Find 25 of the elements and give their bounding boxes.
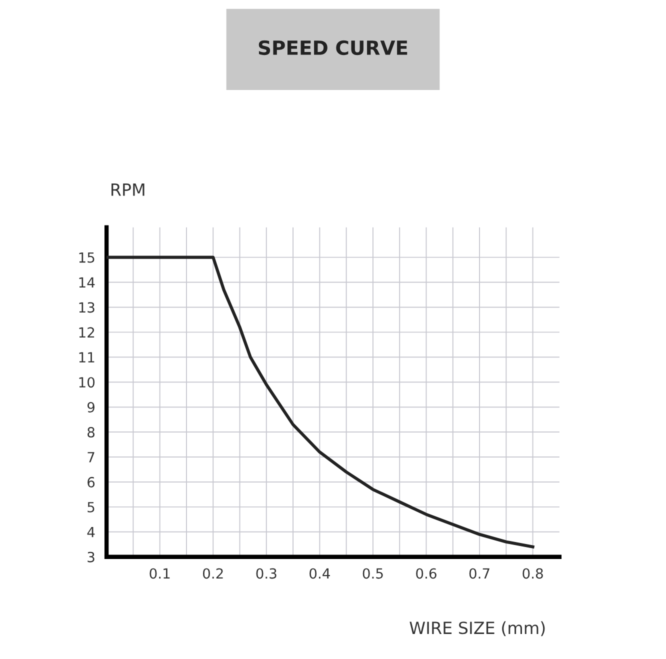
chart-title: SPEED CURVE	[258, 40, 408, 56]
y-tick-label: 13	[79, 302, 94, 313]
x-tick-label: 0.1	[150, 568, 170, 579]
y-axis-title: RPM	[112, 184, 144, 196]
x-axis-title: WIRE SIZE (mm)	[410, 621, 545, 636]
y-tick-label: 4	[87, 527, 95, 538]
y-tick-label: 6	[88, 476, 95, 488]
y-tick-label: 14	[79, 277, 95, 288]
x-tick-label: 0.8	[522, 568, 543, 579]
line-series	[106, 256, 534, 548]
y-tick-label: 3	[88, 552, 94, 562]
y-tick-label: 9	[87, 402, 94, 413]
x-tick-label: 0.7	[469, 568, 490, 579]
x-tick-label: 0.6	[416, 568, 436, 579]
x-tick-label: 0.3	[256, 568, 276, 579]
x-tick-label: 0.2	[202, 568, 223, 579]
y-tick-label: 12	[79, 327, 94, 338]
y-tick-label: 10	[79, 377, 95, 388]
y-tick-label: 5	[88, 502, 94, 512]
y-tick-label: 11	[79, 352, 94, 362]
x-tick-label: 0.4	[310, 568, 330, 579]
y-tick-label: 7	[88, 452, 94, 462]
y-tick-label: 15	[79, 252, 94, 263]
y-tick-label: 8	[88, 427, 94, 438]
x-tick-label: 0.5	[362, 568, 383, 579]
